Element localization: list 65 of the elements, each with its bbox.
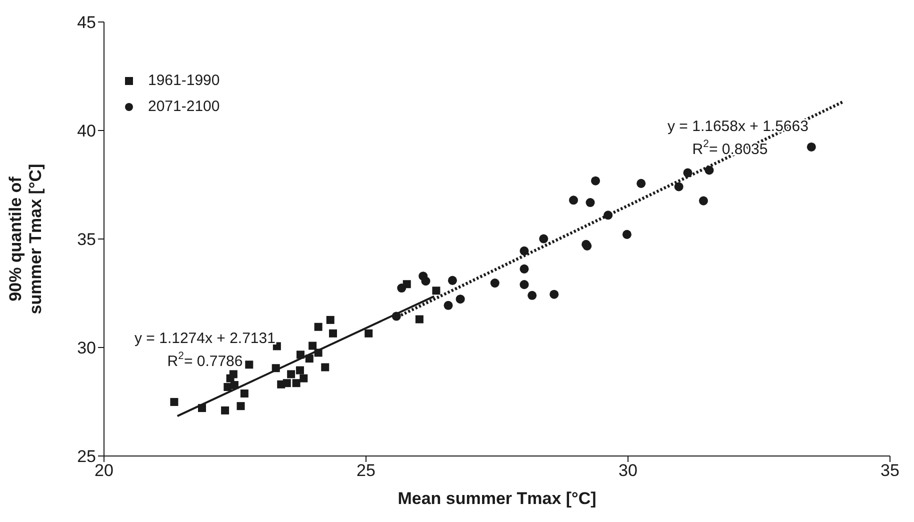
point — [230, 381, 238, 390]
point — [490, 278, 500, 288]
point — [674, 182, 684, 192]
x-tick-label: 30 — [618, 461, 638, 480]
point — [305, 354, 314, 363]
y-tick-label: 45 — [77, 13, 96, 32]
point — [456, 294, 465, 304]
point — [364, 329, 373, 338]
point — [568, 196, 578, 205]
point — [415, 315, 424, 324]
legend-label: 1961-1990 — [148, 71, 220, 91]
point — [520, 264, 529, 274]
point — [287, 370, 296, 378]
point — [397, 284, 406, 293]
point — [520, 280, 529, 290]
y-tick-label: 35 — [77, 230, 96, 250]
point — [308, 342, 317, 350]
point — [282, 379, 291, 388]
x-tick-label: 35 — [880, 461, 900, 480]
x-tick-label: 25 — [356, 461, 376, 480]
x-axis-title: Mean summer Tmax [°C] — [398, 489, 596, 508]
point — [221, 406, 230, 414]
point — [636, 178, 646, 188]
y-axis-title: 90% quantile of summer Tmax [°C] — [6, 164, 45, 314]
x-tick-label: 20 — [94, 461, 114, 480]
point — [292, 379, 300, 388]
point — [698, 196, 708, 206]
y-tick-label: 30 — [77, 338, 96, 358]
point — [229, 370, 238, 378]
point — [550, 290, 559, 299]
point — [806, 142, 816, 152]
point — [520, 246, 529, 256]
legend-label: 2071-2100 — [148, 97, 220, 117]
point — [272, 364, 280, 372]
point — [296, 366, 304, 374]
point — [326, 316, 334, 324]
annotation: y = 1.1274x + 2.7131 — [134, 330, 276, 347]
point — [321, 363, 330, 372]
point — [240, 390, 248, 398]
point — [444, 300, 453, 310]
point — [591, 176, 600, 186]
point — [245, 360, 254, 369]
point — [604, 210, 613, 220]
point — [198, 404, 206, 412]
point — [236, 402, 245, 410]
point — [300, 374, 308, 382]
point — [704, 166, 714, 175]
point — [170, 398, 178, 406]
annotation: R$^{2}$= 0.7786 — [167, 350, 243, 370]
point — [622, 230, 632, 239]
point — [224, 382, 232, 391]
point — [432, 286, 440, 295]
point — [683, 168, 692, 178]
y-tick-label: 40 — [77, 122, 96, 141]
point — [448, 276, 457, 285]
point — [314, 322, 322, 331]
point — [586, 198, 595, 208]
point — [314, 348, 322, 357]
y-tick-label: 25 — [77, 447, 96, 466]
point — [421, 276, 430, 286]
point — [539, 234, 548, 244]
point — [328, 329, 337, 338]
point — [528, 290, 537, 300]
point — [296, 350, 304, 359]
point — [392, 312, 401, 321]
